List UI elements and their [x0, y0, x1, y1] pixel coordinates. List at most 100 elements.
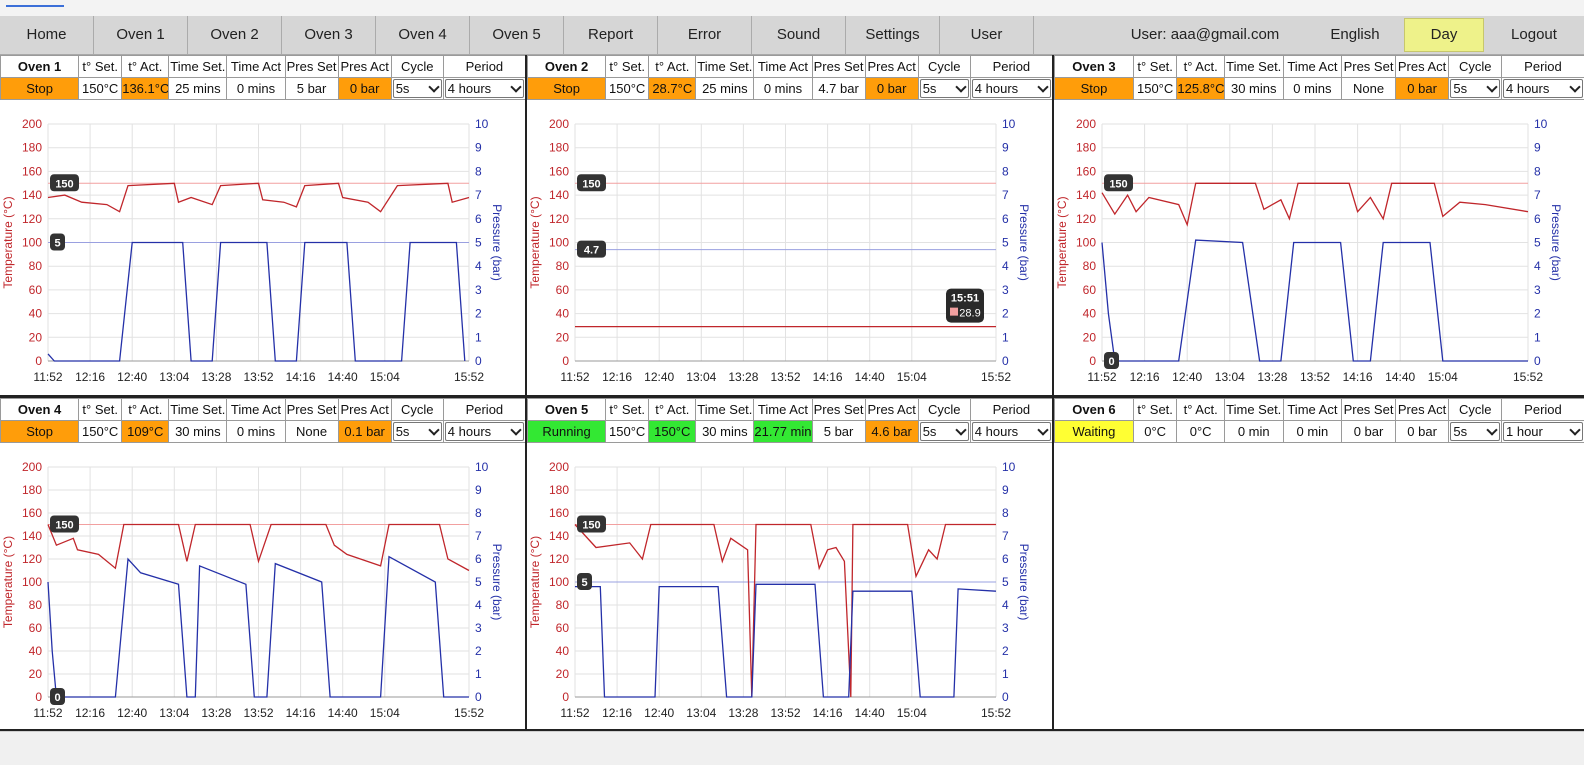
- period-selected-value: 4 hours: [1506, 81, 1549, 96]
- footer-area: [0, 731, 1584, 765]
- y2-tick-label: 10: [1002, 460, 1016, 474]
- y2-axis-label: Pressure (bar): [490, 544, 504, 621]
- cycle-select[interactable]: 5s: [393, 79, 442, 98]
- nav-oven-2[interactable]: Oven 2: [188, 16, 282, 54]
- y-tick-label: 0: [35, 354, 42, 368]
- y-tick-label: 100: [22, 236, 42, 250]
- cycle-select[interactable]: 5s: [920, 422, 969, 441]
- chevron-down-icon: [510, 81, 521, 92]
- period-selected-value: 4 hours: [448, 424, 491, 439]
- cycle-selected-value: 5s: [1453, 81, 1467, 96]
- column-header: Period: [970, 56, 1052, 78]
- y-tick-label: 160: [22, 506, 42, 520]
- y-tick-label: 200: [22, 460, 42, 474]
- x-tick-label: 15:04: [370, 706, 400, 720]
- pres-act-value: 0.1 bar: [338, 421, 391, 443]
- y-tick-label: 0: [562, 690, 569, 704]
- nav-oven-4[interactable]: Oven 4: [376, 16, 470, 54]
- x-tick-label: 13:04: [686, 706, 716, 720]
- y2-tick-label: 7: [1002, 188, 1009, 202]
- y2-tick-label: 0: [1002, 354, 1009, 368]
- temp-setpoint-badge: 150: [55, 178, 73, 190]
- period-selected-value: 4 hours: [975, 81, 1018, 96]
- y2-tick-label: 0: [475, 690, 482, 704]
- column-header: Pres Act: [1395, 399, 1449, 421]
- time-act-value: 0 mins: [227, 78, 285, 100]
- period-select[interactable]: 4 hours: [972, 422, 1051, 441]
- column-header: t° Act.: [122, 399, 169, 421]
- pres-act-value: 0 bar: [338, 78, 391, 100]
- y2-axis-label: Pressure (bar): [490, 204, 504, 281]
- column-header: t° Act.: [122, 56, 169, 78]
- nav-oven-1[interactable]: Oven 1: [94, 16, 188, 54]
- period-select[interactable]: 4 hours: [445, 79, 524, 98]
- x-tick-label: 13:52: [243, 370, 273, 384]
- y2-tick-label: 1: [475, 330, 482, 344]
- nav-error[interactable]: Error: [658, 16, 752, 54]
- tooltip-time: 15:51: [951, 293, 979, 305]
- cycle-selected-value: 5s: [396, 424, 410, 439]
- y2-tick-label: 4: [475, 259, 482, 273]
- y2-tick-label: 8: [475, 164, 482, 178]
- status-badge: Stop: [1, 78, 79, 100]
- column-header: Period: [1502, 56, 1584, 78]
- period-cell: 4 hours: [1502, 78, 1584, 100]
- logout-button[interactable]: Logout: [1494, 16, 1574, 54]
- cycle-select[interactable]: 5s: [1450, 422, 1500, 441]
- y-tick-label: 20: [29, 667, 43, 681]
- x-tick-label: 14:16: [286, 706, 316, 720]
- nav-user[interactable]: User: [940, 16, 1034, 54]
- cycle-select[interactable]: 5s: [393, 422, 442, 441]
- y2-tick-label: 10: [475, 117, 489, 131]
- column-divider-1: [525, 55, 527, 731]
- t-act-value: 0°C: [1177, 421, 1225, 443]
- language-selector[interactable]: English: [1310, 16, 1400, 54]
- cycle-select[interactable]: 5s: [1450, 79, 1500, 98]
- t-act-value: 28.7°C: [649, 78, 696, 100]
- y2-tick-label: 5: [1002, 575, 1009, 589]
- period-select[interactable]: 1 hour: [1503, 422, 1583, 441]
- y2-tick-label: 3: [1002, 283, 1009, 297]
- period-cell: 4 hours: [970, 421, 1052, 443]
- y2-axis-label: Pressure (bar): [1017, 544, 1031, 621]
- y-tick-label: 100: [22, 575, 42, 589]
- x-tick-label: 12:40: [1172, 370, 1202, 384]
- link-underline: [6, 5, 64, 7]
- pres-set-value: 5 bar: [285, 78, 338, 100]
- y-tick-label: 0: [1089, 354, 1096, 368]
- y2-tick-label: 6: [475, 212, 482, 226]
- day-toggle[interactable]: Day: [1404, 18, 1484, 52]
- nav-oven-3[interactable]: Oven 3: [282, 16, 376, 54]
- x-tick-label: 12:16: [75, 706, 105, 720]
- time-act-value: 0 mins: [227, 421, 285, 443]
- column-header: t° Set.: [1133, 399, 1176, 421]
- column-header: Pres Set: [812, 56, 865, 78]
- x-tick-label: 14:40: [328, 370, 358, 384]
- nav-sound[interactable]: Sound: [752, 16, 846, 54]
- cycle-select[interactable]: 5s: [920, 79, 969, 98]
- y-tick-label: 180: [1076, 141, 1096, 155]
- column-header: Period: [1502, 399, 1584, 421]
- period-select[interactable]: 4 hours: [1503, 79, 1583, 98]
- nav-oven-5[interactable]: Oven 5: [470, 16, 564, 54]
- x-tick-label: 15:04: [897, 706, 927, 720]
- y-tick-label: 20: [556, 667, 570, 681]
- x-tick-label: 13:28: [201, 370, 231, 384]
- time-set-value: 30 mins: [696, 421, 754, 443]
- x-tick-label: 13:04: [686, 370, 716, 384]
- time-act-value: 0 mins: [754, 78, 812, 100]
- y2-tick-label: 9: [1002, 141, 1009, 155]
- nav-home[interactable]: Home: [0, 16, 94, 54]
- y2-tick-label: 5: [475, 236, 482, 250]
- nav-settings[interactable]: Settings: [846, 16, 940, 54]
- nav-report[interactable]: Report: [564, 16, 658, 54]
- x-tick-label: 14:40: [855, 370, 885, 384]
- x-tick-label: 12:16: [75, 370, 105, 384]
- period-select[interactable]: 4 hours: [445, 422, 524, 441]
- column-header: t° Act.: [649, 56, 696, 78]
- period-select[interactable]: 4 hours: [972, 79, 1051, 98]
- status-badge: Running: [528, 421, 606, 443]
- column-header: Time Act: [227, 56, 285, 78]
